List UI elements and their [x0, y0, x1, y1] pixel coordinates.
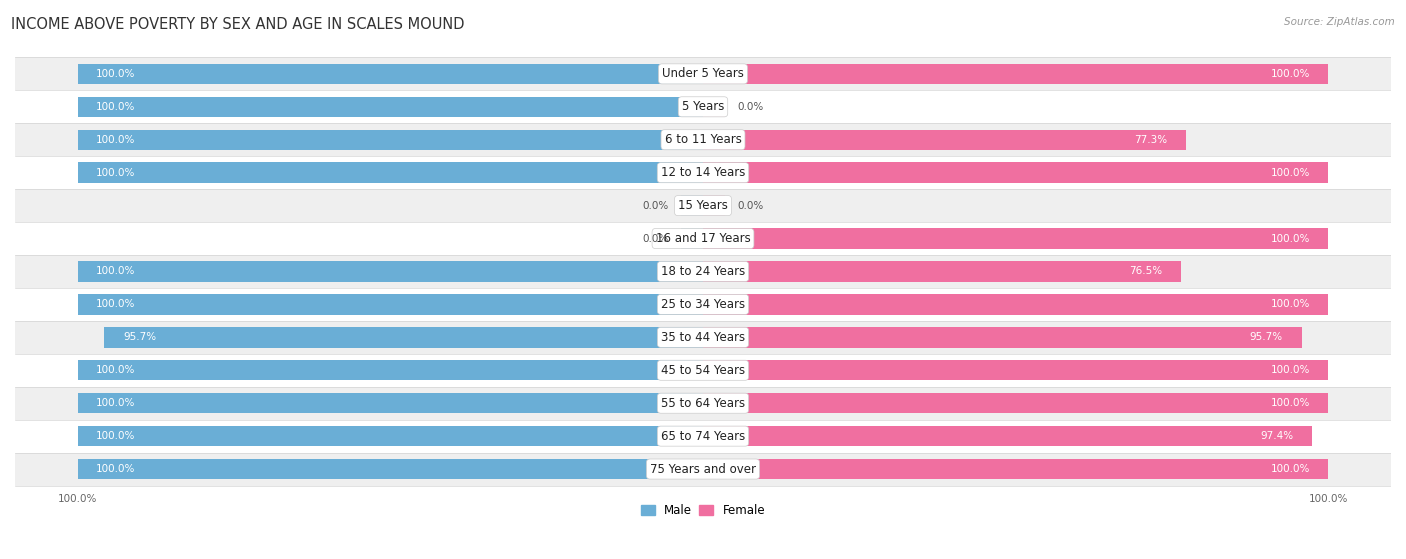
Bar	[703, 261, 1181, 282]
Text: 100.0%: 100.0%	[1270, 234, 1310, 244]
Bar	[703, 459, 1329, 479]
Bar	[77, 360, 703, 381]
Text: INCOME ABOVE POVERTY BY SEX AND AGE IN SCALES MOUND: INCOME ABOVE POVERTY BY SEX AND AGE IN S…	[11, 17, 465, 32]
Text: 100.0%: 100.0%	[1270, 365, 1310, 375]
Text: 0.0%: 0.0%	[737, 201, 763, 211]
Bar	[77, 426, 703, 446]
Bar	[15, 189, 1391, 222]
Bar	[703, 294, 1329, 315]
Text: 5 Years: 5 Years	[682, 100, 724, 113]
Text: 16 and 17 Years: 16 and 17 Years	[655, 232, 751, 245]
Text: 100.0%: 100.0%	[1270, 464, 1310, 474]
Text: 100.0%: 100.0%	[96, 102, 136, 112]
Bar	[15, 255, 1391, 288]
Bar	[703, 360, 1329, 381]
Bar	[703, 393, 1329, 414]
Bar	[15, 222, 1391, 255]
Text: 100.0%: 100.0%	[96, 135, 136, 145]
Bar	[15, 321, 1391, 354]
Text: 100.0%: 100.0%	[1270, 69, 1310, 79]
Text: 100.0%: 100.0%	[1270, 300, 1310, 309]
Text: 76.5%: 76.5%	[1129, 267, 1163, 277]
Text: 100.0%: 100.0%	[96, 168, 136, 178]
Text: 77.3%: 77.3%	[1135, 135, 1168, 145]
Text: 95.7%: 95.7%	[1250, 333, 1282, 342]
Bar	[15, 156, 1391, 189]
Text: 0.0%: 0.0%	[643, 234, 669, 244]
Bar	[15, 387, 1391, 420]
Bar	[15, 354, 1391, 387]
Bar	[77, 163, 703, 183]
Text: 100.0%: 100.0%	[96, 431, 136, 441]
Bar	[15, 288, 1391, 321]
Text: 25 to 34 Years: 25 to 34 Years	[661, 298, 745, 311]
Text: 12 to 14 Years: 12 to 14 Years	[661, 166, 745, 179]
Bar	[703, 163, 1329, 183]
Bar	[681, 196, 703, 216]
Text: 100.0%: 100.0%	[96, 300, 136, 309]
Text: 100.0%: 100.0%	[96, 267, 136, 277]
Text: 100.0%: 100.0%	[96, 69, 136, 79]
Bar	[15, 420, 1391, 453]
Bar	[15, 124, 1391, 156]
Text: Source: ZipAtlas.com: Source: ZipAtlas.com	[1284, 17, 1395, 27]
Bar	[77, 393, 703, 414]
Bar	[15, 91, 1391, 124]
Text: 95.7%: 95.7%	[124, 333, 156, 342]
Bar	[15, 453, 1391, 486]
Bar	[77, 294, 703, 315]
Legend: Male, Female: Male, Female	[636, 500, 770, 522]
Text: 100.0%: 100.0%	[1270, 168, 1310, 178]
Text: 100.0%: 100.0%	[96, 464, 136, 474]
Bar	[703, 228, 1329, 249]
Bar	[703, 130, 1187, 150]
Bar	[703, 327, 1302, 348]
Bar	[77, 64, 703, 84]
Text: 100.0%: 100.0%	[96, 365, 136, 375]
Text: 0.0%: 0.0%	[737, 102, 763, 112]
Bar	[681, 228, 703, 249]
Text: 0.0%: 0.0%	[643, 201, 669, 211]
Text: 97.4%: 97.4%	[1260, 431, 1294, 441]
Bar	[104, 327, 703, 348]
Bar	[703, 97, 725, 117]
Text: 15 Years: 15 Years	[678, 199, 728, 212]
Text: 55 to 64 Years: 55 to 64 Years	[661, 397, 745, 410]
Bar	[77, 261, 703, 282]
Text: Under 5 Years: Under 5 Years	[662, 68, 744, 80]
Bar	[703, 426, 1312, 446]
Text: 35 to 44 Years: 35 to 44 Years	[661, 331, 745, 344]
Bar	[703, 64, 1329, 84]
Text: 100.0%: 100.0%	[1270, 398, 1310, 408]
Bar	[77, 459, 703, 479]
Text: 45 to 54 Years: 45 to 54 Years	[661, 364, 745, 377]
Bar	[77, 97, 703, 117]
Text: 75 Years and over: 75 Years and over	[650, 462, 756, 476]
Bar	[77, 130, 703, 150]
Text: 100.0%: 100.0%	[96, 398, 136, 408]
Text: 18 to 24 Years: 18 to 24 Years	[661, 265, 745, 278]
Text: 6 to 11 Years: 6 to 11 Years	[665, 133, 741, 146]
Bar	[703, 196, 725, 216]
Bar	[15, 58, 1391, 91]
Text: 65 to 74 Years: 65 to 74 Years	[661, 430, 745, 443]
